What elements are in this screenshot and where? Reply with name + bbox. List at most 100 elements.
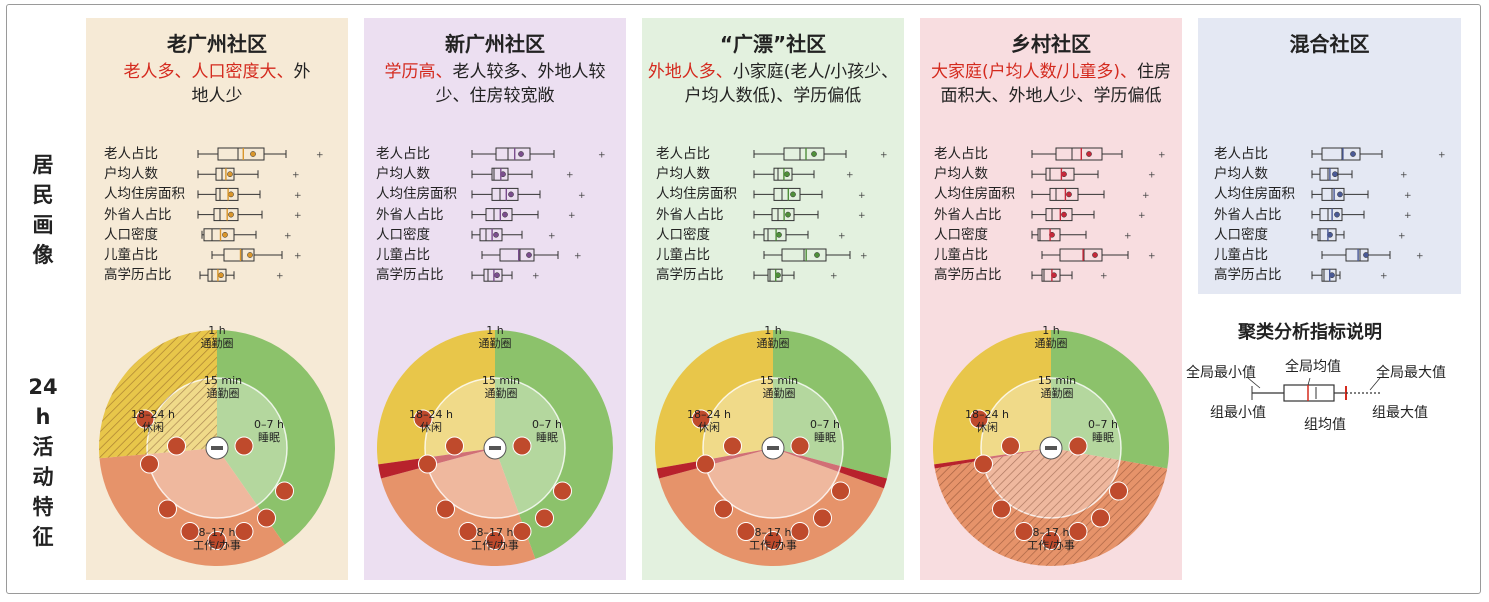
svg-text:+: + (294, 191, 302, 201)
boxplot-row: + (471, 208, 576, 221)
donut-work-segment (659, 448, 884, 566)
label-leisure: 18–24 h 休闲 (687, 408, 731, 434)
boxplot-row: + (753, 187, 866, 201)
facility-icon (813, 508, 832, 528)
svg-text:+: + (1158, 151, 1166, 161)
boxplot-row: + (481, 248, 582, 262)
svg-text:+: + (846, 171, 854, 181)
donut-sleep-segment (217, 330, 335, 545)
panel-description: 外地人多、小家庭(老人/小孩少、户均人数低)、学历偏低 (647, 62, 899, 106)
facility-icon (553, 481, 572, 501)
facility-icon (790, 522, 810, 541)
boxplot-group: +++++++ (1031, 147, 1166, 282)
facility-icon (418, 454, 437, 474)
svg-text:+: + (578, 191, 586, 201)
activity-donut: 1 h 通勤圈 15 min 通勤圈 0–7 h 睡眠 18–24 h 休闲 8–17 h 工作/… (99, 324, 335, 566)
svg-text:+: + (548, 231, 556, 241)
facility-icon (485, 531, 505, 550)
facility-icon (512, 522, 532, 541)
boxplot-row: + (763, 248, 868, 262)
figure-frame (6, 4, 1481, 594)
facility-icon (436, 499, 455, 519)
facility-icon (763, 531, 783, 550)
indicator-labels: 老人占比 户均人数 人均住房面积 外省人占比 人口密度 儿童占比 高学历占比 (376, 146, 457, 284)
boxplot-row: + (197, 187, 302, 201)
facility-icon (1068, 522, 1088, 541)
svg-text:+: + (880, 151, 888, 161)
svg-text:+: + (574, 252, 582, 262)
boxplot-row: + (1311, 187, 1412, 201)
panel-title: 新广州社区 (445, 32, 545, 56)
boxplot-row: + (1031, 268, 1108, 282)
boxplot-row: + (1311, 147, 1446, 161)
svg-text:+: + (292, 171, 300, 181)
svg-text:+: + (316, 151, 324, 161)
indicator-labels: 老人占比 户均人数 人均住房面积 外省人占比 人口密度 儿童占比 高学历占比 (656, 146, 737, 284)
facility-icon (512, 436, 532, 456)
donut-commute-segment (773, 448, 887, 489)
facility-icon (1091, 508, 1110, 528)
facility-icon (207, 531, 227, 550)
boxplot-row: + (753, 228, 846, 242)
facility-icon (140, 454, 159, 474)
indicator-labels: 老人占比 户均人数 人均住房面积 外省人占比 人口密度 儿童占比 高学历占比 (104, 146, 185, 284)
facility-icon (458, 522, 478, 541)
svg-text:+: + (294, 211, 302, 221)
panel-migrant: “广漂”社区 外地人多、小家庭(老人/小孩少、户均人数低)、学历偏低 老人占比户… (642, 18, 904, 580)
panel-new-guangzhou: 新广州社区 学历高、老人较多、外地人较少、住房较宽敞 老人占比 户均人数 人均住房面… (364, 18, 626, 580)
label-15min-commute: 15 min 通勤圈 (482, 374, 520, 400)
facility-icon (992, 499, 1011, 519)
panel-description: 大家庭(户均人数/儿童多)、住房面积大、外地人少、学历偏低 (931, 62, 1171, 106)
facility-icon (1001, 436, 1020, 456)
boxplot-row: + (1031, 147, 1166, 161)
boxplot-row: + (753, 268, 838, 282)
boxplot-row: + (471, 147, 606, 161)
boxplot-row: + (1031, 208, 1146, 221)
facility-icon (158, 499, 177, 519)
legend-global-mean: 全局均值 (1285, 359, 1341, 375)
panel-description: 学历高、老人较多、外地人较少、住房较宽敞 (384, 62, 606, 106)
facility-icon (691, 409, 711, 429)
panel-title: “广漂”社区 (719, 32, 827, 56)
svg-text:+: + (1100, 272, 1108, 282)
facility-icon (234, 522, 254, 541)
svg-text:+: + (858, 191, 866, 201)
label-1h-commute: 1 h 通勤圈 (201, 324, 234, 350)
svg-text:+: + (830, 272, 838, 282)
facility-icon (969, 409, 989, 429)
legend-title: 聚类分析指标说明 (1238, 322, 1382, 343)
boxplot-row: + (1311, 167, 1408, 181)
boxplot-row: + (1031, 228, 1132, 242)
facility-icon (723, 436, 742, 456)
svg-text:+: + (1398, 231, 1406, 241)
boxplot-row: + (197, 208, 302, 221)
svg-text:+: + (276, 272, 284, 282)
boxplot-group: +++++++ (471, 147, 606, 282)
facility-icon (696, 454, 715, 474)
donut-leisure-segment (933, 330, 1051, 465)
boxplot-row: + (197, 167, 300, 181)
indicator-labels: 老人占比 户均人数 人均住房面积 外省人占比 人口密度 儿童占比 高学历占比 (1214, 146, 1295, 284)
side-label-profile: 居 民 画 像 (32, 153, 54, 267)
svg-text:+: + (568, 211, 576, 221)
facility-icon (234, 436, 254, 456)
label-work: 8–17 h 工作/办事 (1027, 526, 1075, 552)
svg-text:+: + (1400, 171, 1408, 181)
svg-text:+: + (566, 171, 574, 181)
boxplot-row: + (471, 228, 556, 242)
label-work: 8–17 h 工作/办事 (193, 526, 241, 552)
facility-icon (135, 409, 155, 429)
facility-icon (1068, 436, 1088, 456)
facility-icon (974, 454, 993, 474)
boxplot-row: + (1041, 248, 1156, 262)
legend-group-mean: 组均值 (1304, 417, 1346, 433)
facility-icon (714, 499, 733, 519)
label-sleep: 0–7 h 睡眠 (254, 418, 284, 444)
label-leisure: 18–24 h 休闲 (131, 408, 175, 434)
boxplot-group: +++++++ (197, 147, 324, 282)
label-1h-commute: 1 h 通勤圈 (757, 324, 790, 350)
svg-text:+: + (294, 252, 302, 262)
label-sleep: 0–7 h 睡眠 (810, 418, 840, 444)
side-label-activity: 24 h 活 动 特 征 (28, 375, 58, 549)
label-1h-commute: 1 h 通勤圈 (479, 324, 512, 350)
